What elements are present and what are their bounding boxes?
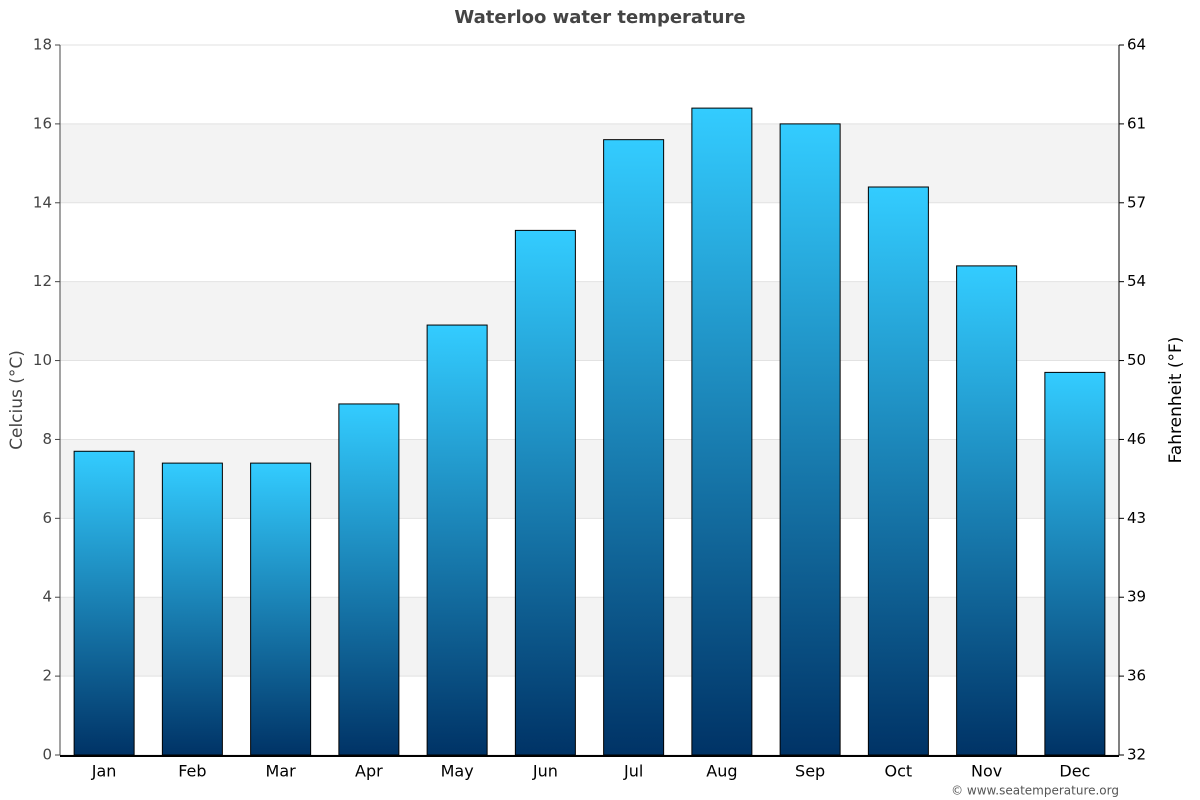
y2-tick-label: 54 <box>1127 272 1146 290</box>
y-tick-label: 4 <box>42 588 52 606</box>
x-tick-label: Aug <box>706 762 737 781</box>
x-tick-label: Mar <box>266 762 297 781</box>
x-tick-label: Feb <box>178 762 206 781</box>
y2-tick-label: 57 <box>1127 193 1146 211</box>
x-tick-label: May <box>441 762 474 781</box>
source: © www.seatemperature.org <box>951 784 1119 798</box>
y-tick-label: 16 <box>33 114 52 132</box>
y2-tick-label: 46 <box>1127 430 1146 448</box>
bar <box>867 186 929 756</box>
bar <box>956 265 1018 756</box>
x-tick-label: Jul <box>623 762 643 781</box>
x-tick-label: Jun <box>532 762 558 781</box>
bar <box>250 462 312 756</box>
y-tick-label: 10 <box>33 351 52 369</box>
y-axis-label: Celcius (°C) <box>7 350 27 450</box>
y2-tick-label: 36 <box>1127 667 1146 685</box>
grid-band <box>60 439 1119 519</box>
y2-axis-label: Fahrenheit (°F) <box>1166 337 1186 464</box>
bar <box>779 123 841 756</box>
bar <box>73 450 135 756</box>
y2-tick-label: 64 <box>1127 36 1146 54</box>
y2-tick-label: 43 <box>1127 509 1146 527</box>
y-tick-label: 0 <box>42 746 52 764</box>
y-tick-label: 8 <box>42 430 52 448</box>
bar <box>691 107 753 756</box>
grid-band <box>60 597 1119 677</box>
x-tick-label: Sep <box>795 762 825 781</box>
y2-tick-label: 50 <box>1127 351 1146 369</box>
y-tick-label: 6 <box>42 509 52 527</box>
bar <box>1044 371 1106 756</box>
bar <box>426 324 488 756</box>
y-tick-label: 14 <box>33 193 52 211</box>
x-tick-label: Dec <box>1059 762 1090 781</box>
bar <box>161 462 223 756</box>
x-tick-label: Nov <box>971 762 1002 781</box>
x-tick-label: Jan <box>91 762 117 781</box>
y-tick-label: 2 <box>42 667 52 685</box>
y2-tick-label: 61 <box>1127 114 1146 132</box>
y-tick-label: 12 <box>33 272 52 290</box>
grid-band <box>60 281 1119 361</box>
chart-title: Waterloo water temperature <box>454 7 745 28</box>
bar <box>603 139 665 756</box>
bar <box>338 403 400 756</box>
y2-tick-label: 39 <box>1127 588 1146 606</box>
grid-band <box>60 123 1119 203</box>
x-tick-label: Apr <box>355 762 383 781</box>
y2-tick-label: 32 <box>1127 746 1146 764</box>
x-tick-label: Oct <box>885 762 913 781</box>
y-tick-label: 18 <box>33 36 52 54</box>
bar <box>514 229 576 756</box>
